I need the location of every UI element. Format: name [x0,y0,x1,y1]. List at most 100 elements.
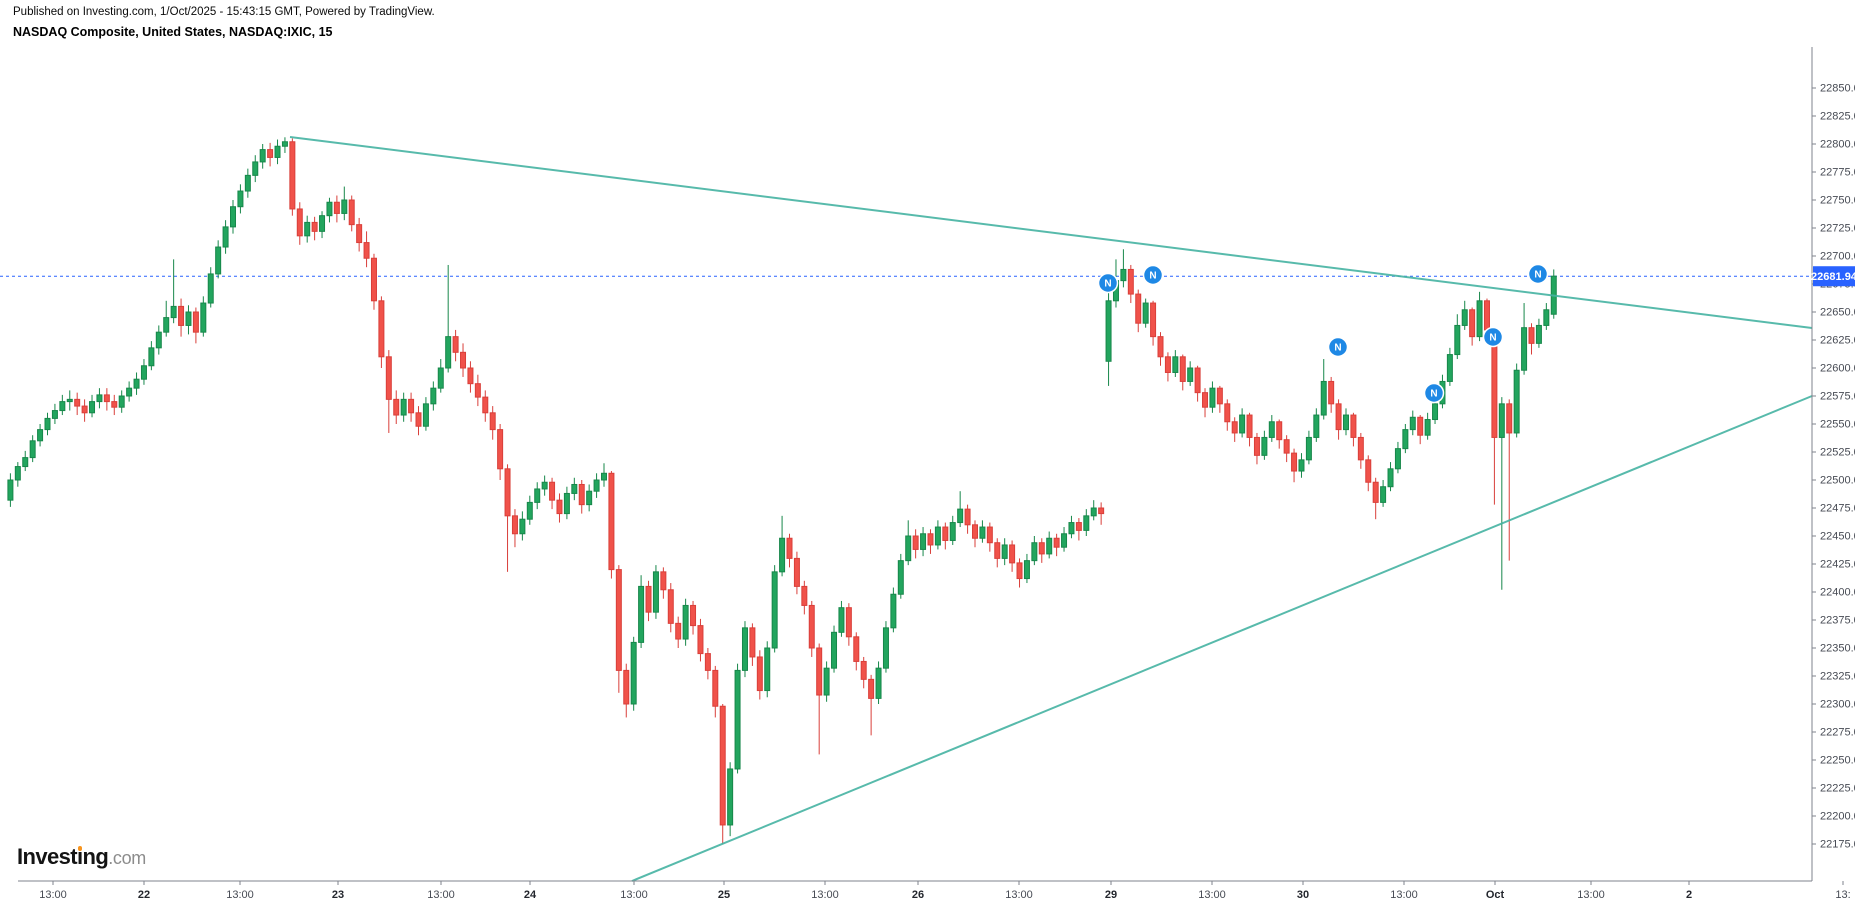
candle[interactable] [1291,452,1298,472]
candle[interactable] [333,201,340,214]
candle[interactable] [370,257,377,302]
candle[interactable] [749,627,756,658]
candle[interactable] [1268,421,1275,438]
candle[interactable] [511,515,518,535]
candle[interactable] [1424,419,1431,436]
candle[interactable] [1313,414,1320,438]
candle[interactable] [578,483,585,506]
candle[interactable] [1016,562,1023,580]
candle[interactable] [786,537,793,559]
candle[interactable] [1231,421,1238,434]
candle[interactable] [1090,507,1097,517]
candle[interactable] [1224,403,1231,423]
candle[interactable] [1179,356,1186,382]
candle[interactable] [170,305,177,319]
candle[interactable] [704,653,711,671]
candle[interactable] [111,401,118,408]
candle[interactable] [1483,300,1490,331]
candle[interactable] [1187,367,1194,382]
candle[interactable] [1298,459,1305,472]
candle[interactable] [207,273,214,304]
candle[interactable] [482,396,489,414]
candle[interactable] [549,481,556,501]
candle[interactable] [1380,486,1387,503]
candle[interactable] [853,636,860,662]
candle[interactable] [1387,468,1394,488]
candle[interactable] [808,604,815,649]
candle[interactable] [14,466,21,481]
candle[interactable] [341,199,348,214]
candle[interactable] [319,215,326,232]
candle[interactable] [1357,436,1364,461]
candle[interactable] [296,208,303,237]
candle[interactable] [1098,507,1105,515]
candle[interactable] [237,190,244,208]
candle[interactable] [460,351,467,369]
candle[interactable] [519,518,526,535]
candle[interactable] [140,365,147,380]
candle[interactable] [178,305,185,326]
candle[interactable] [652,571,659,613]
candle[interactable] [437,367,444,389]
ascending-trendline[interactable] [631,395,1813,882]
candle[interactable] [1276,421,1283,441]
candle[interactable] [630,641,637,705]
candle[interactable] [1023,560,1030,580]
candle[interactable] [304,221,311,237]
candle[interactable] [526,501,533,520]
candle[interactable] [1172,356,1179,373]
candle[interactable] [452,336,459,353]
candle[interactable] [274,145,281,158]
candle[interactable] [192,311,199,333]
candle[interactable] [1164,356,1171,373]
candle[interactable] [1350,414,1357,438]
candle[interactable] [1454,324,1461,356]
candle[interactable] [408,398,415,414]
candle[interactable] [563,492,570,515]
candle[interactable] [972,524,978,539]
candle[interactable] [1528,327,1535,344]
candle[interactable] [1261,436,1268,456]
news-marker[interactable]: N [1097,272,1119,294]
candle[interactable] [1068,522,1075,535]
candle[interactable] [1432,403,1439,421]
news-marker[interactable]: N [1482,326,1504,348]
candle[interactable] [155,331,162,349]
candle[interactable] [289,141,296,210]
candle[interactable] [1150,302,1157,338]
candle[interactable] [1105,300,1112,362]
candle[interactable] [200,302,207,333]
candle[interactable] [230,206,236,228]
candle[interactable] [118,395,125,408]
candle[interactable] [44,417,51,431]
candle[interactable] [601,472,607,481]
candle[interactable] [1446,354,1453,382]
candle[interactable] [868,678,875,699]
candle[interactable] [22,457,29,468]
candle[interactable] [734,669,741,770]
candle[interactable] [1461,309,1468,326]
candle[interactable] [311,221,318,232]
candle[interactable] [1202,392,1209,408]
candle[interactable] [727,768,734,826]
candle[interactable] [1120,268,1127,282]
candle[interactable] [1046,537,1053,555]
candle[interactable] [1513,369,1520,434]
candle[interactable] [690,604,697,627]
candle[interactable] [875,667,882,699]
candle[interactable] [1209,387,1216,408]
news-marker[interactable]: N [1142,264,1164,286]
candle[interactable] [756,656,763,692]
candle[interactable] [1001,544,1008,559]
candle[interactable] [1075,522,1082,531]
candle[interactable] [385,356,392,400]
candle[interactable] [779,537,786,573]
candle[interactable] [741,627,748,671]
candle[interactable] [474,383,481,398]
candle[interactable] [1521,327,1528,371]
candle[interactable] [986,526,993,544]
candle[interactable] [697,625,704,655]
candle[interactable] [59,401,66,412]
candle[interactable] [764,647,771,692]
candles-layer[interactable] [7,137,1557,844]
